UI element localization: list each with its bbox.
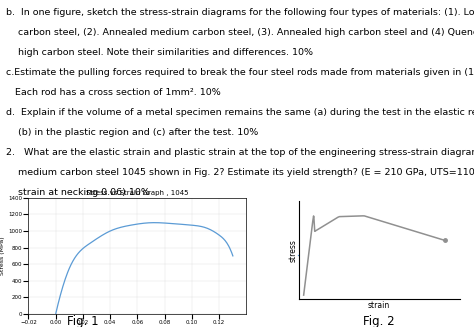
Title: Stress vs Strain Graph , 1045: Stress vs Strain Graph , 1045	[86, 190, 189, 196]
Text: d.  Explain if the volume of a metal specimen remains the same (a) during the te: d. Explain if the volume of a metal spec…	[6, 108, 474, 117]
Exp. Data	[230, 254, 236, 258]
Exp. Data	[54, 309, 59, 313]
Exp. Data	[158, 221, 164, 225]
Text: Fig. 2: Fig. 2	[364, 315, 395, 327]
Exp. Data	[203, 226, 209, 230]
Text: b.  In one figure, sketch the stress-strain diagrams for the following four type: b. In one figure, sketch the stress-stra…	[6, 8, 474, 17]
Line: Exp. Data: Exp. Data	[56, 223, 233, 314]
Exp. Data	[214, 232, 220, 235]
Exp. Data	[152, 221, 157, 225]
X-axis label: strain: strain	[368, 301, 390, 310]
Text: c.Estimate the pulling forces required to break the four steel rods made from ma: c.Estimate the pulling forces required t…	[6, 68, 474, 77]
Y-axis label: Stress (MPa): Stress (MPa)	[0, 236, 5, 275]
Exp. Data	[162, 221, 168, 225]
Text: 2.   What are the elastic strain and plastic strain at the top of the engineerin: 2. What are the elastic strain and plast…	[6, 148, 474, 157]
Text: carbon steel, (2). Annealed medium carbon steel, (3). Annealed high carbon steel: carbon steel, (2). Annealed medium carbo…	[6, 28, 474, 37]
Exp. Data	[53, 312, 59, 316]
Text: high carbon steel. Note their similarities and differences. 10%: high carbon steel. Note their similariti…	[6, 48, 313, 57]
Text: strain at necking 0.06) 10%: strain at necking 0.06) 10%	[6, 188, 150, 197]
Text: (b) in the plastic region and (c) after the test. 10%: (b) in the plastic region and (c) after …	[6, 128, 258, 137]
Y-axis label: stress: stress	[288, 239, 297, 262]
Text: Fig. 1: Fig. 1	[67, 315, 99, 327]
Exp. Data	[159, 221, 164, 225]
Text: Each rod has a cross section of 1mm². 10%: Each rod has a cross section of 1mm². 10…	[6, 88, 220, 97]
Text: medium carbon steel 1045 shown in Fig. 2? Estimate its yield strength? (E = 210 : medium carbon steel 1045 shown in Fig. 2…	[6, 168, 474, 177]
Legend: Exp. Data: Exp. Data	[295, 251, 335, 261]
